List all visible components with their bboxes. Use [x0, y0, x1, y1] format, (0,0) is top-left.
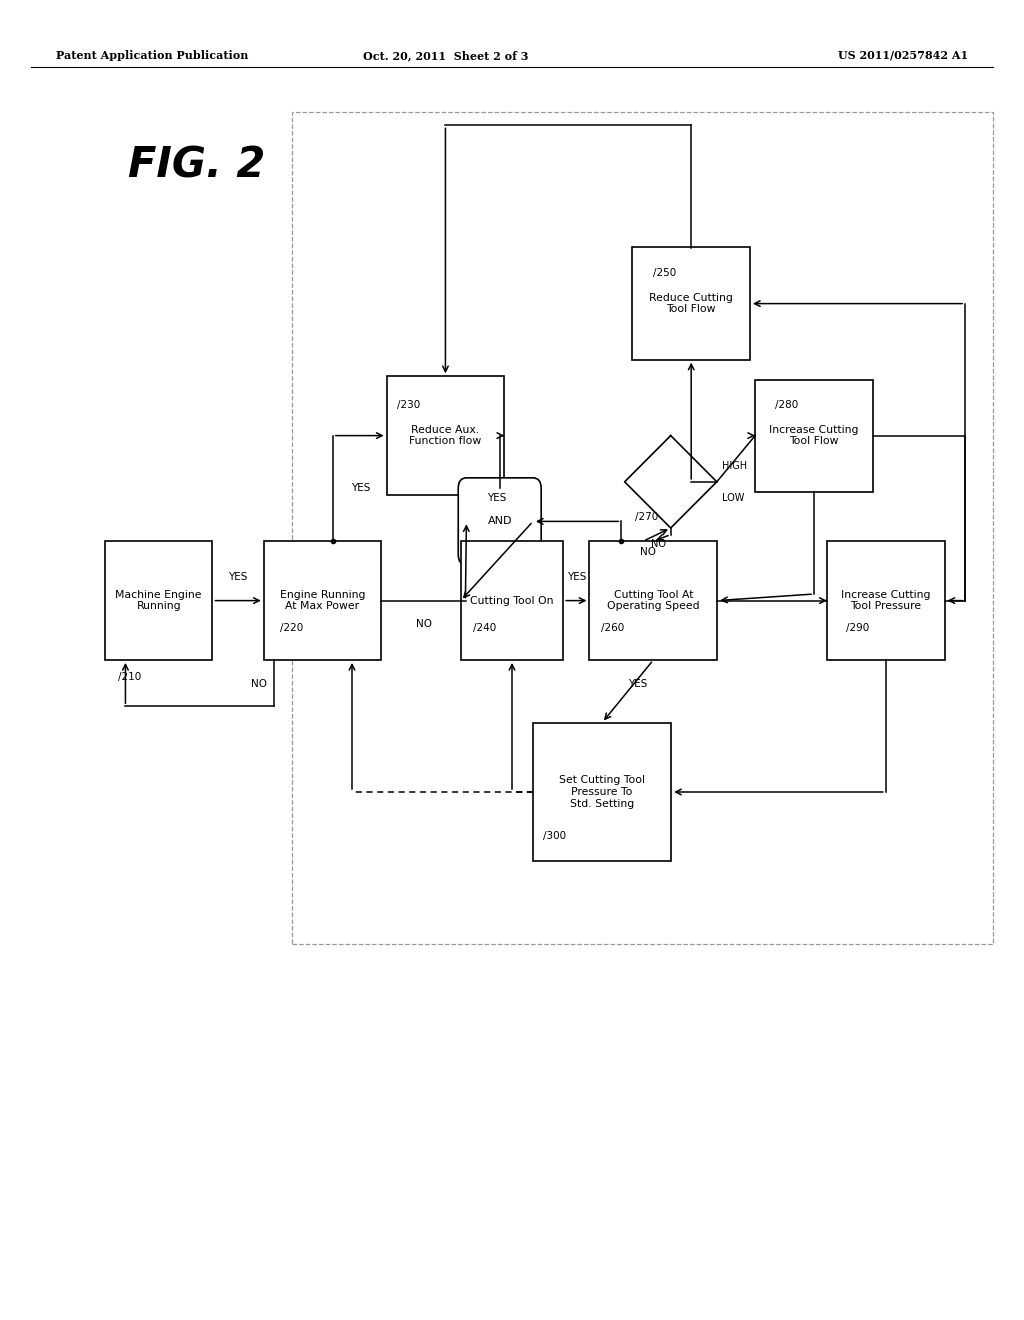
Text: /260: /260: [601, 623, 625, 634]
Text: YES: YES: [628, 678, 647, 689]
Text: NO: NO: [416, 619, 432, 630]
Text: YES: YES: [566, 572, 586, 582]
Text: AND: AND: [487, 516, 512, 527]
Text: NO: NO: [251, 678, 266, 689]
Bar: [461, 541, 563, 660]
Text: US 2011/0257842 A1: US 2011/0257842 A1: [838, 50, 968, 61]
Text: FIG. 2: FIG. 2: [128, 144, 265, 186]
Text: Engine Running
At Max Power: Engine Running At Max Power: [280, 590, 366, 611]
Text: Machine Engine
Running: Machine Engine Running: [116, 590, 202, 611]
Bar: [827, 541, 944, 660]
Bar: [590, 541, 717, 660]
Bar: [756, 380, 872, 491]
Polygon shape: [625, 436, 717, 528]
Bar: [292, 112, 993, 944]
Text: /210: /210: [118, 672, 141, 682]
Text: /240: /240: [473, 623, 497, 634]
Text: Set Cutting Tool
Pressure To
Std. Setting: Set Cutting Tool Pressure To Std. Settin…: [559, 775, 645, 809]
Text: /290: /290: [846, 623, 869, 634]
Text: /280: /280: [775, 400, 799, 411]
FancyBboxPatch shape: [459, 478, 541, 565]
Text: /270: /270: [635, 512, 658, 523]
Text: Reduce Cutting
Tool Flow: Reduce Cutting Tool Flow: [649, 293, 733, 314]
Bar: [105, 541, 213, 660]
Text: Cutting Tool On: Cutting Tool On: [470, 595, 554, 606]
Bar: [532, 723, 672, 861]
Text: NO: NO: [640, 546, 656, 557]
Text: /230: /230: [397, 400, 421, 411]
Text: HIGH: HIGH: [722, 461, 748, 471]
Text: NO: NO: [650, 539, 666, 549]
Text: Patent Application Publication: Patent Application Publication: [56, 50, 249, 61]
Bar: [387, 376, 504, 495]
Text: Increase Cutting
Tool Flow: Increase Cutting Tool Flow: [769, 425, 859, 446]
Bar: [264, 541, 381, 660]
Text: /250: /250: [653, 268, 677, 279]
Text: /300: /300: [543, 830, 566, 841]
Text: Increase Cutting
Tool Pressure: Increase Cutting Tool Pressure: [841, 590, 931, 611]
Text: YES: YES: [228, 572, 248, 582]
Bar: [633, 248, 750, 359]
Text: Cutting Tool At
Operating Speed: Cutting Tool At Operating Speed: [607, 590, 699, 611]
Text: /220: /220: [280, 623, 303, 634]
Text: Reduce Aux.
Function flow: Reduce Aux. Function flow: [410, 425, 481, 446]
Text: YES: YES: [351, 483, 371, 494]
Text: Oct. 20, 2011  Sheet 2 of 3: Oct. 20, 2011 Sheet 2 of 3: [362, 50, 528, 61]
Text: YES: YES: [487, 492, 507, 503]
Text: LOW: LOW: [722, 492, 744, 503]
